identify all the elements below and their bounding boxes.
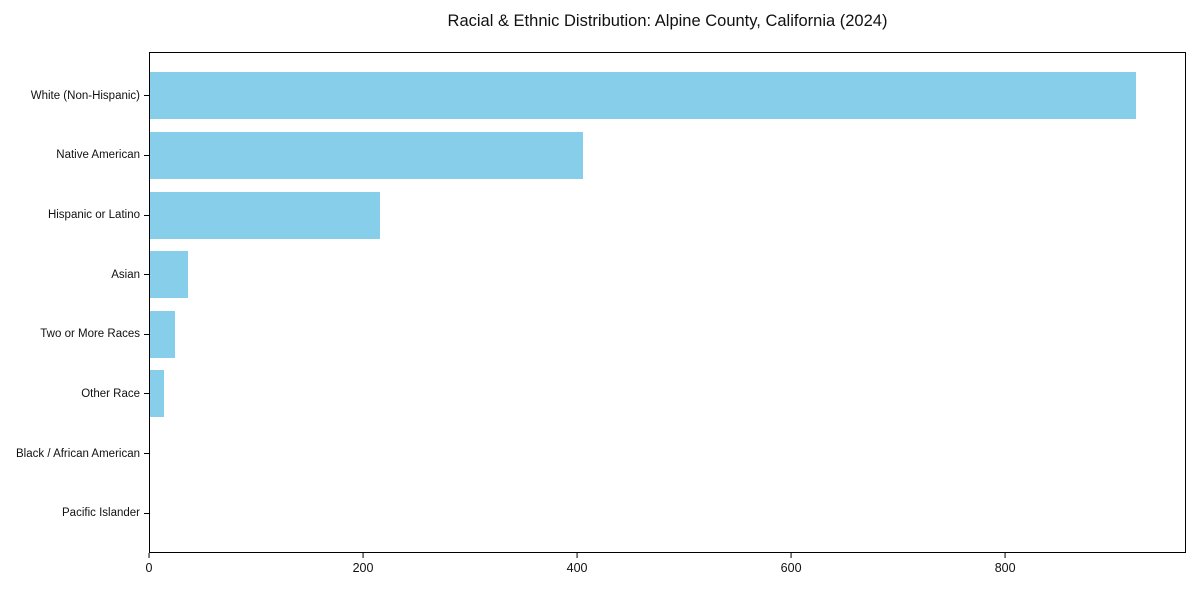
x-tick: 200 <box>352 553 374 575</box>
bar-row <box>150 126 1185 186</box>
y-row: Two or More Races <box>0 305 149 365</box>
bar-row <box>150 185 1185 245</box>
x-tick-mark <box>790 553 792 558</box>
y-row: Native American <box>0 126 149 186</box>
x-axis: 0 200 400 600 800 <box>145 553 1186 587</box>
y-tick-label: White (Non-Hispanic) <box>30 89 140 102</box>
x-tick-mark <box>576 553 578 558</box>
y-row: Pacific Islander <box>0 483 149 543</box>
bar-row <box>150 424 1185 484</box>
x-tick-label: 800 <box>994 561 1016 575</box>
y-tick-mark <box>144 95 149 97</box>
x-tick-mark <box>148 553 150 558</box>
x-tick-label: 200 <box>352 561 374 575</box>
x-tick: 0 <box>145 553 153 575</box>
x-tick-mark <box>362 553 364 558</box>
y-tick-label: Black / African American <box>16 447 140 460</box>
y-axis-labels: White (Non-Hispanic) Native American Hispa… <box>0 53 149 552</box>
x-tick: 600 <box>781 553 802 575</box>
x-tick-label: 600 <box>780 561 802 575</box>
y-row: White (Non-Hispanic) <box>0 66 149 126</box>
y-tick-mark <box>144 274 149 276</box>
y-row: Black / African American <box>0 424 149 484</box>
y-tick-mark <box>144 333 149 335</box>
y-row: Other Race <box>0 364 149 424</box>
y-tick-label: Native American <box>56 149 140 162</box>
y-tick-mark <box>144 512 149 514</box>
x-tick: 400 <box>566 553 588 575</box>
chart-title: Racial & Ethnic Distribution: Alpine Cou… <box>447 12 888 30</box>
bar-row <box>150 66 1185 126</box>
y-tick-label: Asian <box>111 268 140 281</box>
y-tick-label: Other Race <box>81 387 140 400</box>
bar <box>150 251 189 299</box>
y-row: Asian <box>0 245 149 305</box>
y-tick-label: Pacific Islander <box>62 507 140 520</box>
y-row: Hispanic or Latino <box>0 185 149 245</box>
x-tick: 800 <box>995 553 1016 575</box>
bar-row <box>150 245 1185 305</box>
y-tick-label: Hispanic or Latino <box>47 209 140 222</box>
y-tick-mark <box>144 453 149 455</box>
y-tick-mark <box>144 154 149 156</box>
y-tick-mark <box>144 214 149 216</box>
bar-row <box>150 305 1185 365</box>
x-tick-label: 400 <box>566 561 588 575</box>
x-tick-label: 0 <box>145 561 153 575</box>
bar-row <box>150 483 1185 543</box>
y-tick-label: Two or More Races <box>40 328 140 341</box>
bar <box>150 72 1136 120</box>
y-tick-mark <box>144 393 149 395</box>
bar <box>150 131 583 179</box>
bar <box>150 191 380 239</box>
bar <box>150 370 164 418</box>
bar-row <box>150 364 1185 424</box>
plot-area <box>149 52 1186 553</box>
x-tick-mark <box>1004 553 1006 558</box>
bar <box>150 310 175 358</box>
